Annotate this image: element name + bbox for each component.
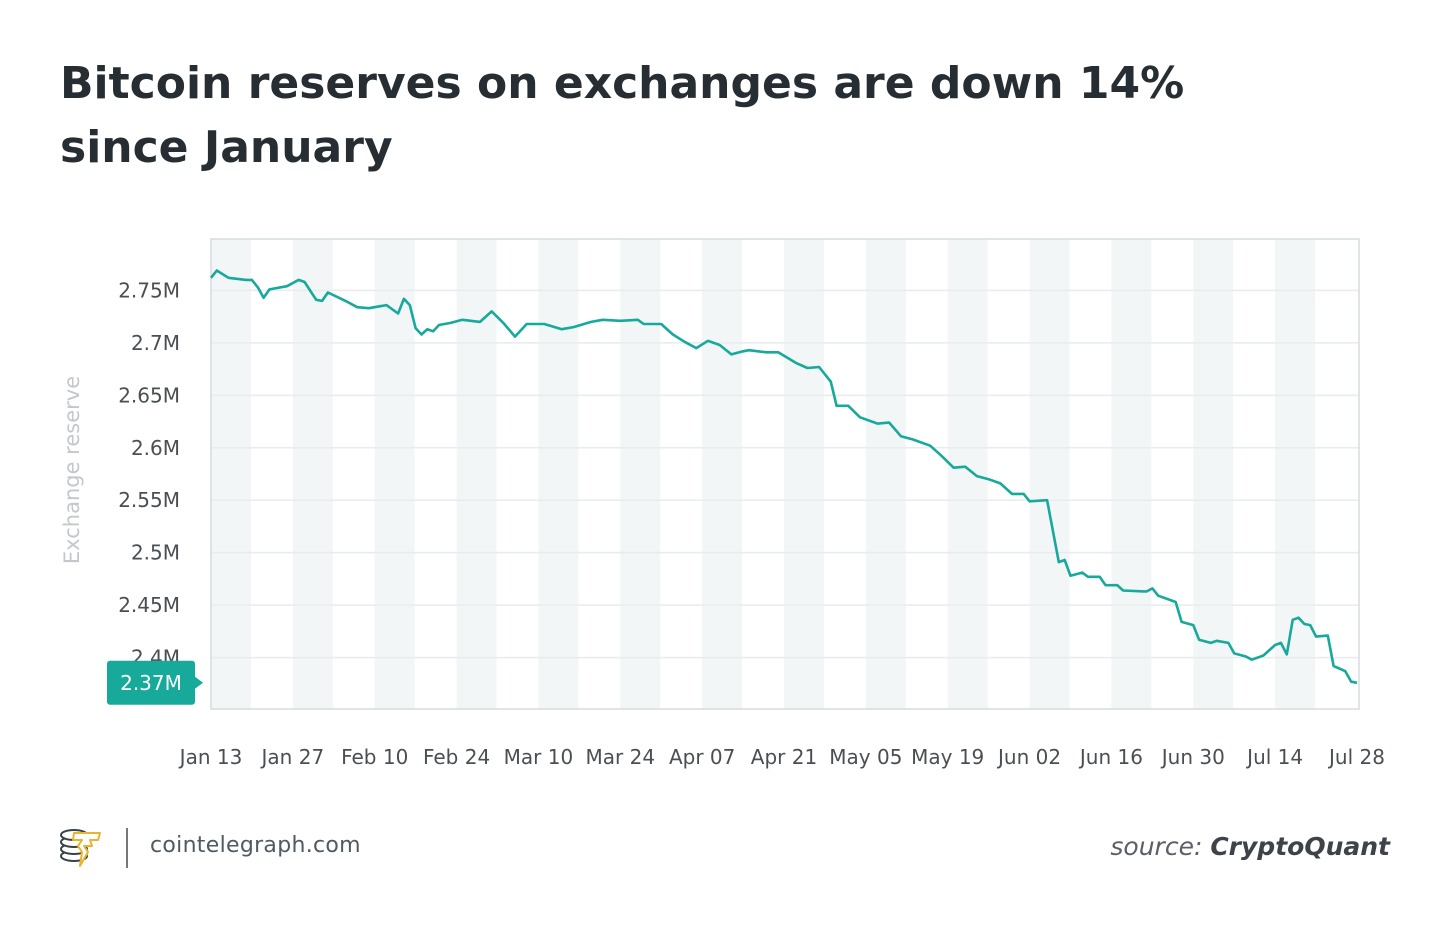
x-tick-label: May 19 [911, 745, 984, 769]
x-tick-label: Feb 10 [341, 745, 408, 769]
x-tick-label: Apr 07 [669, 745, 735, 769]
x-tick-label: Feb 24 [423, 745, 490, 769]
site-name: cointelegraph.com [150, 833, 361, 858]
week-band [1275, 239, 1316, 709]
y-tick-label: 2.5M [131, 541, 180, 565]
badge-pointer [195, 676, 203, 689]
week-band [865, 239, 906, 709]
y-tick-label: 2.65M [118, 383, 180, 407]
source-credit: source: CryptoQuant [1110, 832, 1390, 861]
last-value-label: 2.37M [120, 671, 182, 695]
week-band [620, 239, 661, 709]
x-tick-label: Jul 28 [1327, 745, 1385, 769]
week-band [538, 239, 579, 709]
x-tick-label: Jul 14 [1245, 745, 1303, 769]
badge-background [107, 660, 195, 705]
x-tick-label: Jan 13 [178, 745, 243, 769]
week-band [784, 239, 824, 709]
cointelegraph-logo-icon [60, 829, 101, 867]
week-band [1029, 239, 1070, 709]
plot-border [210, 238, 1360, 710]
y-axis-title: Exchange reserve [60, 376, 84, 564]
last-value-badge: 2.37M [107, 660, 203, 705]
y-tick-label: 2.6M [131, 436, 180, 460]
week-band [292, 239, 333, 709]
x-tick-label: Jan 27 [260, 745, 325, 769]
x-tick-label: Jun 02 [996, 745, 1061, 769]
x-tick-label: Jun 16 [1078, 745, 1143, 769]
y-tick-label: 2.7M [131, 331, 180, 355]
x-tick-label: Jun 30 [1160, 745, 1225, 769]
y-tick-label: 2.55M [118, 488, 180, 512]
chart-title: Bitcoin reserves on exchanges are down 1… [60, 58, 1185, 173]
y-tick-label: 2.45M [118, 593, 180, 617]
x-tick-label: Apr 21 [751, 745, 817, 769]
week-band [1193, 239, 1234, 709]
y-tick-label: 2.75M [118, 278, 180, 302]
series-line [209, 269, 1358, 685]
footer-divider [126, 828, 128, 868]
week-band [702, 239, 743, 709]
week-band [211, 239, 251, 709]
source-name: CryptoQuant [1210, 832, 1390, 861]
x-tick-label: Mar 10 [504, 745, 574, 769]
week-band [374, 239, 415, 709]
source-label: source: [1110, 832, 1203, 861]
x-tick-label: May 05 [829, 745, 902, 769]
week-band [1111, 239, 1152, 709]
week-band [456, 239, 497, 709]
week-band [947, 239, 988, 709]
x-tick-label: Mar 24 [586, 745, 656, 769]
